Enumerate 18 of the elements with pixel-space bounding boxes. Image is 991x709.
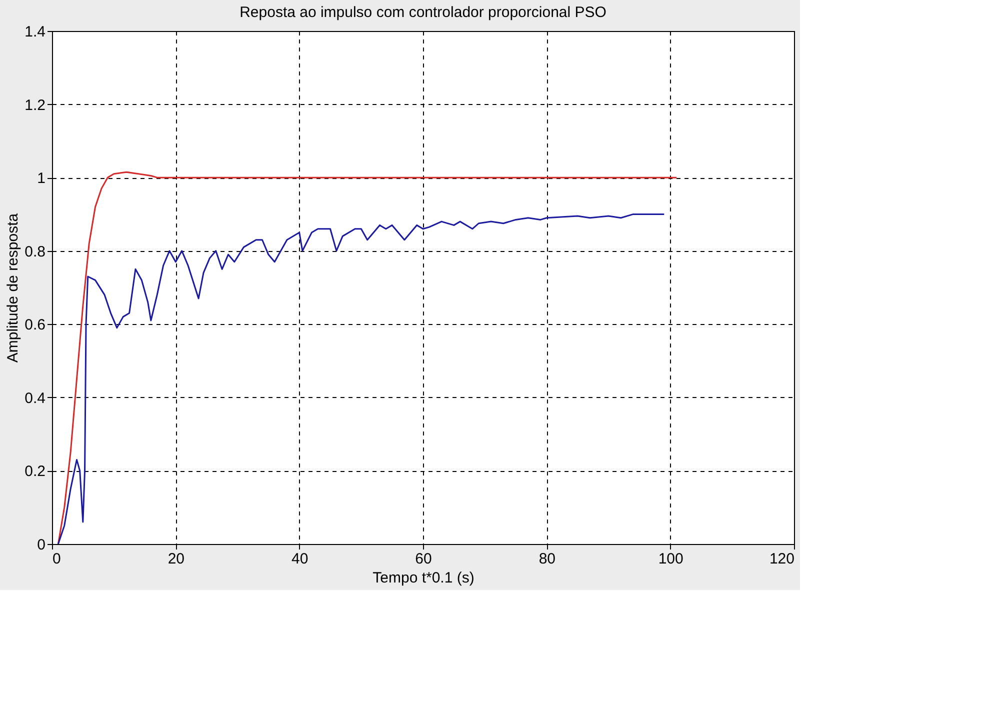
y-tick-label: 1 bbox=[37, 170, 46, 188]
x-tick-label: 120 bbox=[769, 550, 794, 568]
chart-title: Reposta ao impulso com controlador proporcional PSO bbox=[240, 4, 606, 21]
x-axis-title: Tempo t*0.1 (s) bbox=[372, 570, 474, 586]
y-tick-label: 0 bbox=[37, 536, 46, 554]
x-tick-label: 80 bbox=[538, 550, 556, 568]
x-tick-label: 100 bbox=[658, 550, 684, 568]
x-tick-label: 60 bbox=[415, 550, 432, 568]
y-tick-label: 1.4 bbox=[24, 24, 46, 40]
x-tick-label: 0 bbox=[52, 550, 61, 568]
x-tick-label: 40 bbox=[291, 550, 308, 568]
y-tick-label: 0.4 bbox=[24, 390, 46, 407]
y-tick-label: 0.8 bbox=[24, 243, 46, 260]
y-tick-label: 1.2 bbox=[24, 96, 46, 114]
y-tick-label: 0.6 bbox=[24, 316, 46, 334]
y-tick-label: 0.2 bbox=[24, 463, 46, 480]
x-tick-label: 20 bbox=[168, 550, 185, 568]
y-axis-title: Amplitude de resposta bbox=[4, 212, 22, 363]
